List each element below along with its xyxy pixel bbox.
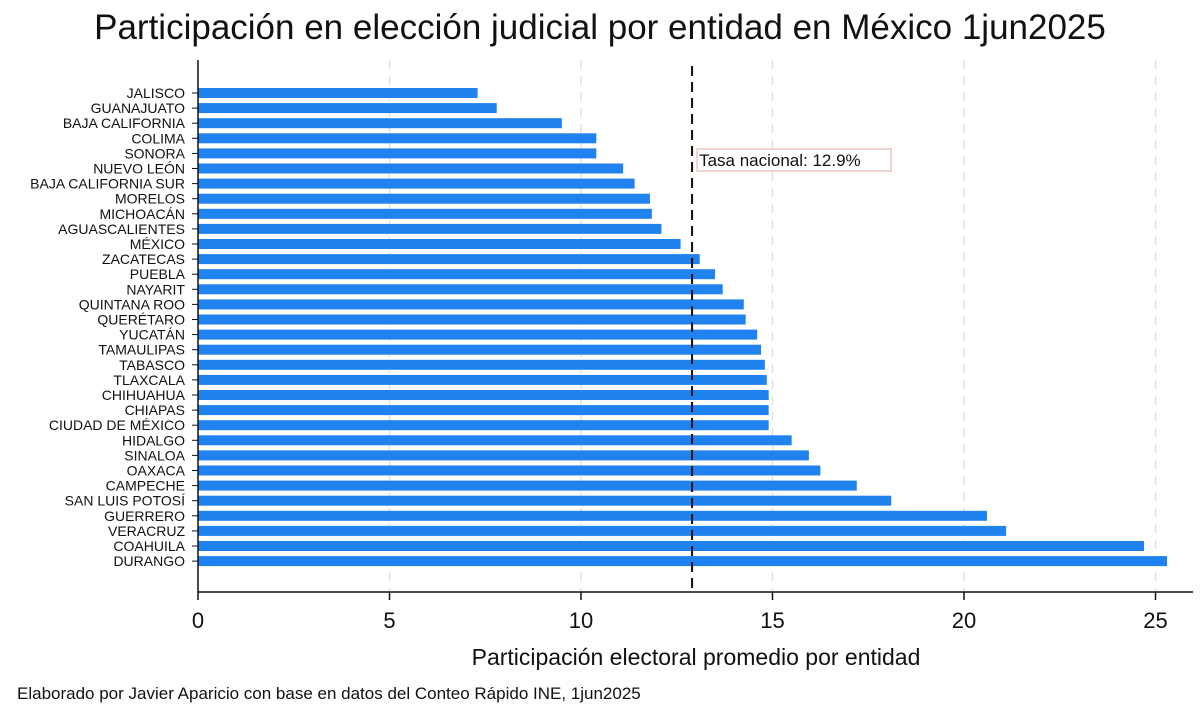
bar (198, 541, 1145, 551)
x-tick-label: 25 (1143, 608, 1167, 633)
bar (198, 435, 792, 446)
bar (198, 525, 1007, 536)
y-tick-label: NAYARIT (126, 281, 185, 297)
y-tick-label: SAN LUIS POTOSÍ (65, 493, 185, 509)
y-tick-label: NUEVO LEÓN (93, 161, 185, 177)
y-tick-label: QUERÉTARO (97, 312, 185, 328)
bar (198, 103, 497, 114)
bar (198, 374, 767, 385)
x-tick-label: 5 (383, 608, 395, 633)
bar (198, 405, 769, 416)
y-tick-label: COLIMA (131, 130, 185, 146)
bar (198, 420, 769, 431)
bar (198, 148, 597, 159)
bar (198, 254, 700, 265)
y-tick-label: BAJA CALIFORNIA (63, 115, 186, 131)
x-axis-label: Participación electoral promedio por ent… (472, 644, 921, 670)
bar (198, 314, 746, 325)
y-tick-label: BAJA CALIFORNIA SUR (30, 176, 185, 192)
bar (198, 284, 723, 295)
bar (198, 556, 1167, 567)
bar (198, 269, 716, 280)
bar (198, 88, 478, 98)
bar (198, 359, 765, 370)
bar (198, 223, 662, 234)
x-tick-label: 15 (760, 608, 784, 633)
y-tick-label: CHIHUAHUA (102, 387, 186, 403)
y-tick-label: YUCATÁN (119, 327, 185, 343)
annotation-label: Tasa nacional: 12.9% (699, 151, 861, 170)
y-tick-label: SONORA (124, 145, 185, 161)
bar (198, 178, 635, 189)
y-tick-label: CIUDAD DE MÉXICO (49, 417, 185, 433)
bar (198, 193, 650, 204)
bar (198, 299, 744, 310)
y-tick-label: CHIAPAS (125, 402, 185, 418)
annotation-box (696, 148, 892, 172)
bar (198, 480, 857, 491)
y-tick-label: MICHOACÁN (99, 206, 185, 222)
y-tick-label: ZACATECAS (102, 251, 185, 267)
bar (198, 329, 758, 340)
y-tick-label: GUERRERO (104, 508, 185, 524)
chart-title: Participación en elección judicial por e… (94, 8, 1106, 47)
bar (198, 133, 597, 144)
bar (198, 450, 809, 461)
bar (198, 163, 624, 174)
bar (198, 344, 762, 355)
y-tick-label: TLAXCALA (113, 372, 185, 388)
y-tick-label: JALISCO (127, 85, 185, 101)
bar (198, 495, 892, 506)
x-tick-label: 0 (192, 608, 204, 633)
bar (198, 465, 821, 476)
y-tick-label: TABASCO (119, 357, 185, 373)
y-tick-label: QUINTANA ROO (79, 296, 185, 312)
y-tick-label: DURANGO (113, 553, 185, 569)
y-tick-label: SINALOA (124, 447, 185, 463)
y-tick-label: TAMAULIPAS (98, 342, 185, 358)
bar (198, 510, 987, 521)
y-tick-label: AGUASCALIENTES (58, 221, 185, 237)
y-tick-label: CAMPECHE (106, 478, 185, 494)
x-tick-label: 20 (952, 608, 976, 633)
y-tick-label: VERACRUZ (108, 523, 185, 539)
bar (198, 118, 562, 129)
y-tick-label: OAXACA (127, 463, 186, 479)
y-tick-label: MORELOS (115, 191, 185, 207)
y-tick-label: HIDALGO (122, 432, 185, 448)
bar (198, 390, 769, 400)
y-tick-label: COAHUILA (113, 538, 185, 554)
y-tick-label: MÉXICO (130, 236, 185, 252)
x-tick-label: 10 (569, 608, 593, 633)
source-note: Elaborado por Javier Aparicio con base e… (17, 684, 641, 703)
y-tick-label: PUEBLA (130, 266, 186, 282)
bar (198, 208, 652, 219)
y-tick-label: GUANAJUATO (91, 100, 185, 116)
bar (198, 239, 681, 249)
